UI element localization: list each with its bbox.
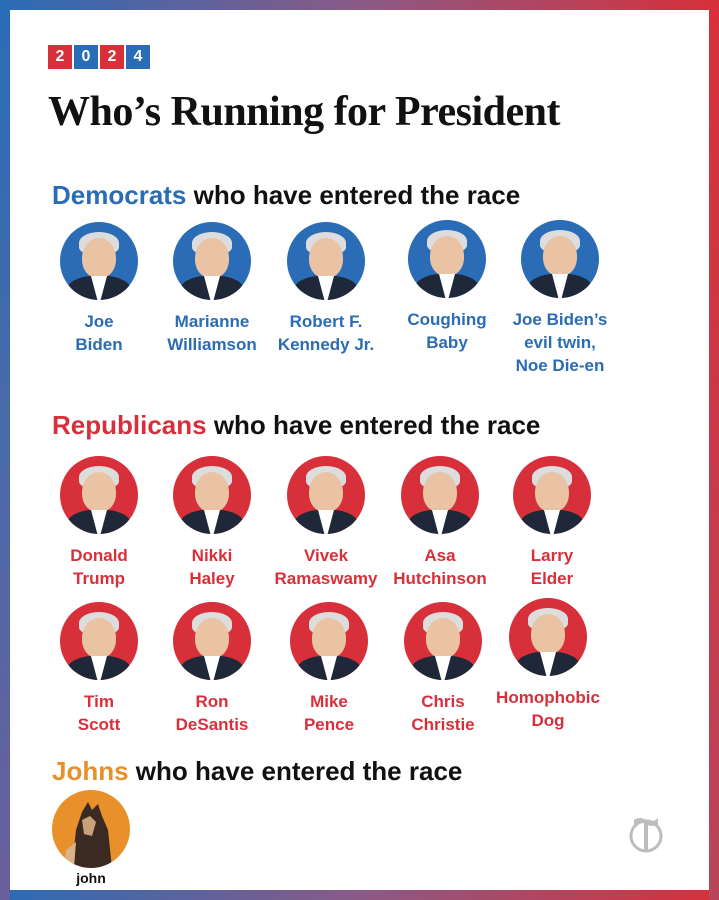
candidate-photo — [290, 602, 368, 680]
candidate-name: Mike Pence — [303, 692, 355, 734]
republicans-heading: Republicans who have entered the race — [52, 410, 540, 441]
democrats-candidate: Robert F. Kennedy Jr. — [266, 222, 386, 356]
candidate-name: Nikki Haley — [189, 546, 235, 588]
candidate-photo — [60, 222, 138, 300]
republicans-party-label: Republicans — [52, 410, 207, 440]
democrats-candidate: Joe Biden’s evil twin, Noe Die-en — [500, 220, 620, 377]
republicans-candidate: Homophobic Dog — [488, 598, 608, 732]
candidate-name: Marianne Williamson — [167, 312, 257, 354]
republicans-candidate: Tim Scott — [39, 602, 159, 736]
year-digit: 4 — [126, 45, 150, 69]
candidate-photo — [173, 456, 251, 534]
candidate-name: Robert F. Kennedy Jr. — [277, 312, 375, 354]
republicans-heading-rest: who have entered the race — [206, 410, 541, 440]
republicans-candidate: Mike Pence — [269, 602, 389, 736]
democrats-candidate: Coughing Baby — [387, 220, 507, 354]
candidate-photo — [173, 602, 251, 680]
candidate-photo — [60, 456, 138, 534]
candidate-name: Homophobic Dog — [496, 688, 600, 730]
democrats-candidate: Joe Biden — [39, 222, 159, 356]
republicans-candidate: Ron DeSantis — [152, 602, 272, 736]
year-digit: 0 — [74, 45, 98, 69]
candidate-name: Joe Biden’s evil twin, Noe Die-en — [512, 310, 608, 375]
border-left — [0, 0, 10, 900]
year-digit: 2 — [48, 45, 72, 69]
johns-heading-rest: who have entered the race — [128, 756, 463, 786]
candidate-photo — [509, 598, 587, 676]
democrats-candidate: Marianne Williamson — [152, 222, 272, 356]
candidate-photo — [513, 456, 591, 534]
candidate-name: Tim Scott — [77, 692, 121, 734]
republicans-candidate: Larry Elder — [492, 456, 612, 590]
candidate-name: Chris Christie — [411, 692, 475, 734]
johns-candidate: john — [31, 790, 151, 886]
republicans-candidate: Chris Christie — [383, 602, 503, 736]
republicans-candidate: Vivek Ramaswamy — [266, 456, 386, 590]
candidate-name: Ron DeSantis — [175, 692, 249, 734]
candidate-photo — [287, 456, 365, 534]
candidate-name: Vivek Ramaswamy — [274, 546, 378, 588]
candidate-name: john — [76, 870, 106, 886]
year-badge: 2 0 2 4 — [48, 45, 150, 69]
republicans-candidate: Asa Hutchinson — [380, 456, 500, 590]
candidate-photo — [173, 222, 251, 300]
page-title: Who’s Running for President — [48, 89, 560, 135]
border-right — [709, 0, 719, 900]
candidate-photo — [287, 222, 365, 300]
republicans-candidate: Donald Trump — [39, 456, 159, 590]
candidate-photo — [52, 790, 130, 868]
candidate-photo — [60, 602, 138, 680]
nyt-t-logo-icon — [629, 818, 663, 853]
candidate-name: Larry Elder — [530, 546, 574, 588]
democrats-heading-rest: who have entered the race — [186, 180, 521, 210]
candidate-name: Donald Trump — [70, 546, 128, 588]
democrats-party-label: Democrats — [52, 180, 187, 210]
candidate-name: Asa Hutchinson — [393, 546, 487, 588]
candidate-photo — [408, 220, 486, 298]
candidate-photo — [401, 456, 479, 534]
candidate-photo — [521, 220, 599, 298]
candidate-photo — [404, 602, 482, 680]
year-digit: 2 — [100, 45, 124, 69]
democrats-heading: Democrats who have entered the race — [52, 180, 520, 211]
candidate-name: Coughing Baby — [407, 310, 487, 352]
border-top — [0, 0, 719, 10]
johns-party-label: Johns — [52, 756, 129, 786]
candidate-name: Joe Biden — [75, 312, 123, 354]
republicans-candidate: Nikki Haley — [152, 456, 272, 590]
johns-heading: Johns who have entered the race — [52, 756, 462, 787]
border-bottom — [0, 890, 719, 900]
